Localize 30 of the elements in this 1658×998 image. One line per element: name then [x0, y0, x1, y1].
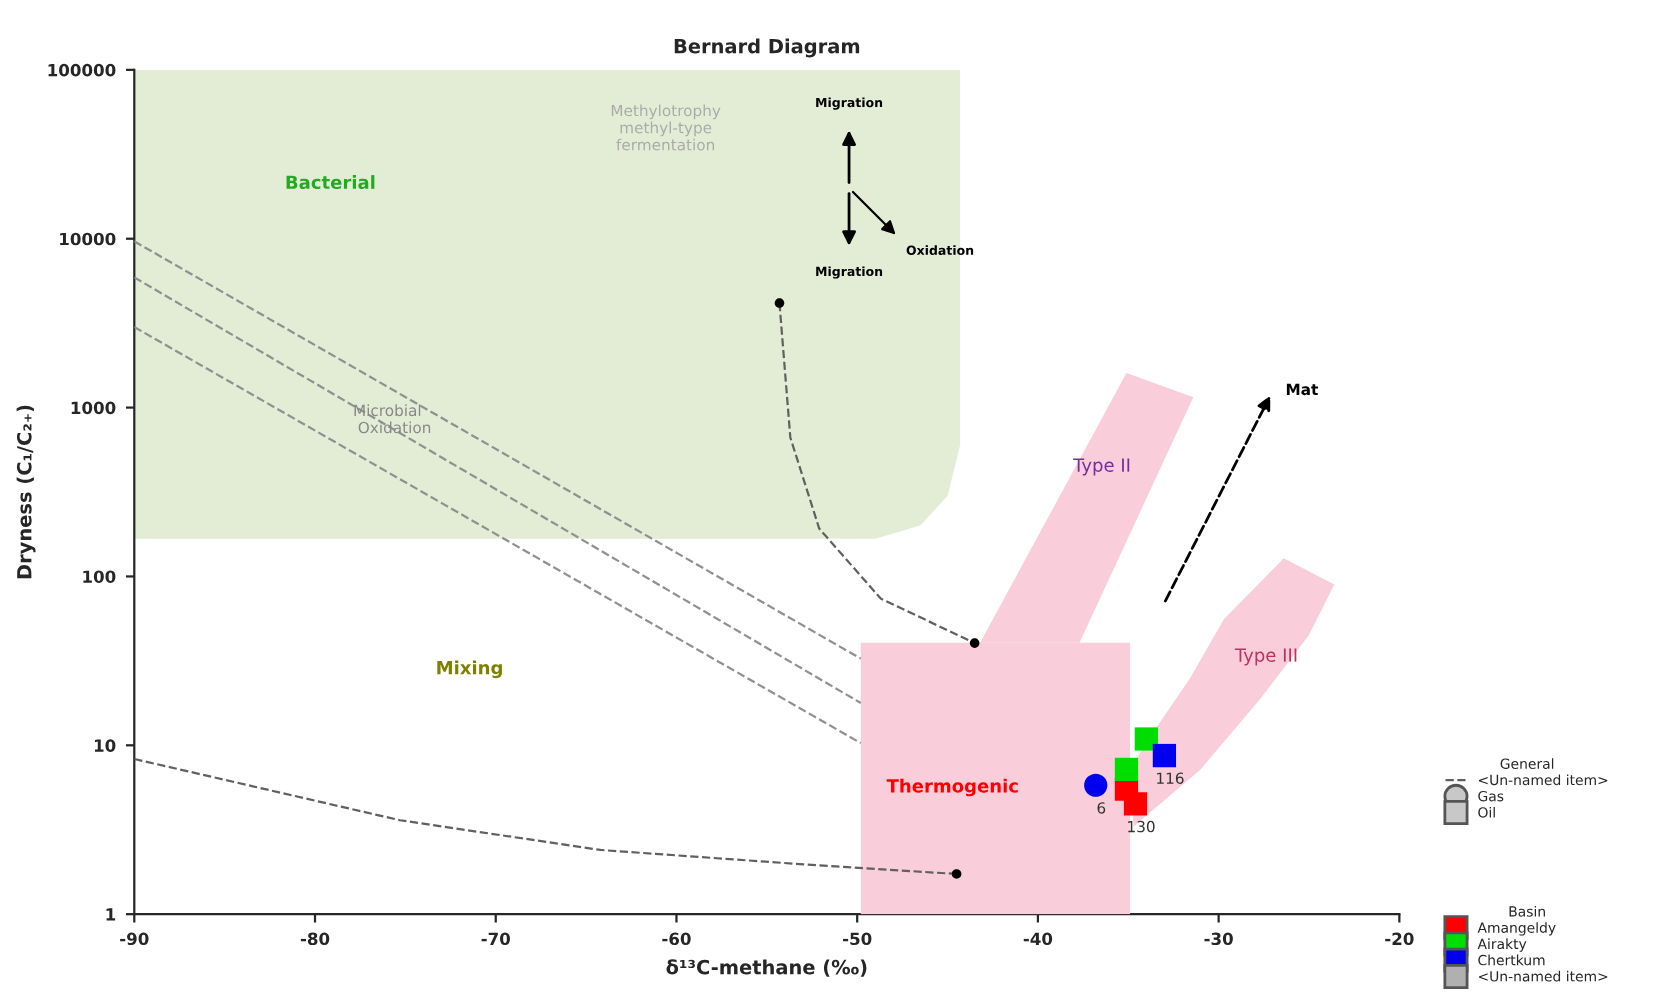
y-tick-label: 100 [83, 570, 116, 584]
point [1084, 773, 1108, 797]
x-tick-label: -70 [481, 932, 510, 946]
point [1123, 792, 1148, 816]
y-tick-label: 10 [94, 739, 116, 752]
x-tick-label: -20 [1385, 932, 1414, 946]
y-tick-label: 10000 [60, 232, 116, 246]
annotation: Type III [1234, 648, 1297, 666]
annotation: Bacterial [286, 175, 375, 190]
x-tick-label: -40 [1023, 932, 1053, 946]
annotation: Thermogenic [886, 778, 1018, 797]
point [774, 298, 785, 308]
x-axis-title: δ¹³C-methane (‰) [666, 959, 867, 977]
annotation: Type II [1073, 458, 1130, 476]
x-tick-label: -50 [843, 932, 872, 946]
point [969, 638, 980, 648]
x-tick-label: -30 [1204, 932, 1233, 946]
point [1152, 743, 1177, 768]
x-tick-label: -80 [300, 932, 330, 946]
point [1134, 727, 1158, 751]
annotation: Mixing [437, 660, 502, 679]
x-tick-label: -60 [662, 932, 691, 946]
point [1114, 757, 1139, 782]
point [951, 869, 962, 879]
chart-title: Bernard Diagram [674, 38, 860, 58]
y-tick-label: 1000 [71, 401, 116, 415]
x-tick-label: -90 [120, 932, 149, 946]
y-axis-title: Dryness (C₁/C₂₊) [16, 405, 36, 579]
y-tick-label: 1 [106, 908, 116, 921]
y-tick-label: 100000 [48, 63, 116, 77]
